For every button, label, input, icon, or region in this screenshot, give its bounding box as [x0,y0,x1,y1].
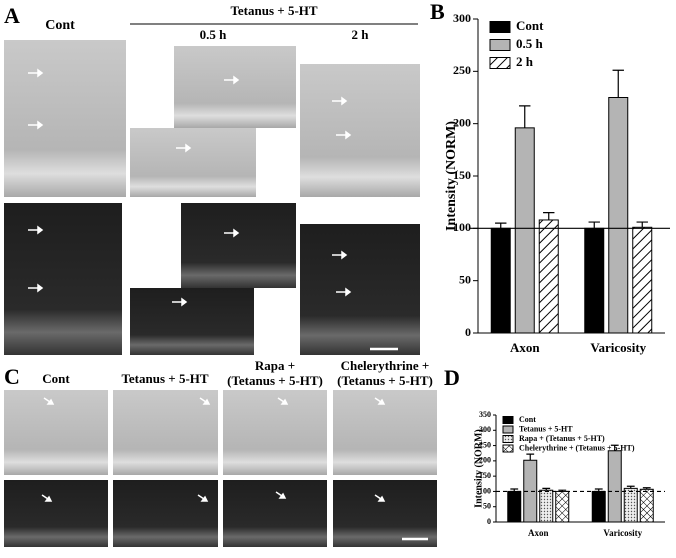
error-bar [642,487,651,490]
y-tick-label: 50 [459,272,471,286]
y-tick-label: 200 [479,456,491,465]
bar [608,97,629,334]
column-label: Rapa + [255,358,295,373]
y-axis-label: Intensity (NORM) [473,429,484,508]
legend-swatch [489,39,511,51]
panel-a-images [4,40,420,355]
column-label: 2 h [352,27,370,42]
error-bar [495,222,507,229]
image [223,480,327,547]
image [300,64,420,197]
bar [591,490,606,523]
bar [538,219,559,334]
y-tick-label: 150 [479,471,491,480]
y-tick-label: 100 [453,220,471,234]
image [130,288,254,355]
panel-label: A [4,3,20,28]
error-bar [510,488,519,492]
y-tick-label: 300 [479,425,491,434]
legend-swatch [502,444,514,453]
bar [490,227,511,334]
bar [632,226,653,334]
legend-label: Rapa + (Tetanus + 5-HT) [519,434,605,443]
legend-label: Tetanus + 5-HT [519,424,573,433]
y-tick-label: 150 [453,168,471,182]
y-tick-label: 0 [465,325,471,339]
error-bar [526,453,535,461]
image [181,203,296,288]
y-tick-label: 200 [453,115,471,129]
bar [507,490,522,523]
legend-label: 0.5 h [516,36,544,51]
legend-swatch [502,435,514,443]
panel-label: C [4,364,20,389]
panel-label: D [444,365,460,390]
arrows [28,68,352,307]
error-bar [519,105,531,128]
panel-c-images [4,390,437,547]
legend-swatch [489,21,511,33]
error-bar [588,221,600,229]
bar [623,487,638,523]
image [4,203,122,355]
image [4,390,108,475]
legend-swatch [502,416,514,424]
x-tick-label: Axon [528,528,549,538]
column-label: Cont [42,371,70,386]
image [4,40,126,197]
error-bar [543,212,555,220]
arrows [41,397,386,502]
y-tick-label: 250 [479,440,491,449]
bar [539,489,554,523]
legend-label: Cont [516,18,544,33]
column-header: Tetanus + 5-HT [230,3,317,18]
legend-swatch [489,57,511,69]
error-bar [594,488,603,492]
x-tick-label: Varicosity [603,528,642,538]
error-bar [636,221,648,228]
column-label: Chelerythrine + [341,358,430,373]
y-tick-label: 100 [479,486,491,495]
y-axis-label: Intensity (NORM) [444,121,459,231]
y-tick-label: 300 [453,11,471,25]
bar [584,227,605,334]
image [4,480,108,547]
error-bar [542,487,551,491]
image [300,224,420,355]
image [333,480,437,547]
legend-swatch [502,425,514,434]
column-label: Cont [45,18,75,33]
legend-label: 2 h [516,54,534,69]
error-bar [626,485,635,489]
error-bar [612,69,624,98]
column-label: 0.5 h [200,27,228,42]
x-tick-label: Axon [510,340,540,355]
panel-label: B [430,0,445,24]
legend-label: Chelerythrine + (Tetanus + 5-HT) [519,443,635,452]
image [333,390,437,475]
column-label: (Tetanus + 5-HT) [337,373,433,388]
column-label: (Tetanus + 5-HT) [227,373,323,388]
bar [514,127,535,334]
column-label: Tetanus + 5-HT [121,371,208,386]
image [174,46,296,128]
error-bar [610,444,619,451]
y-tick-label: 50 [483,502,491,511]
y-tick-label: 350 [479,410,491,419]
bar [607,450,622,523]
bar [639,488,654,523]
image [113,390,218,475]
y-tick-label: 250 [453,63,471,77]
y-tick-label: 0 [487,517,491,526]
legend-label: Cont [519,415,536,424]
bar [555,490,570,523]
image [130,128,256,197]
image [223,390,327,475]
image [113,480,218,547]
x-tick-label: Varicosity [590,340,646,355]
